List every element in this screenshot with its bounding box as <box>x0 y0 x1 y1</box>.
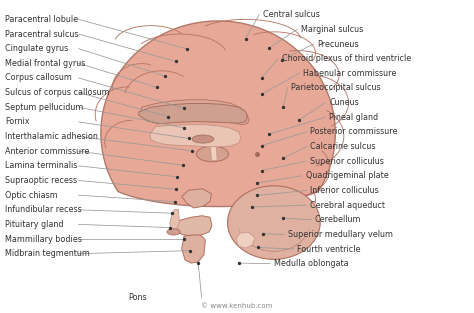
Polygon shape <box>210 146 217 160</box>
Text: Interthalamic adhesion: Interthalamic adhesion <box>5 132 98 141</box>
Polygon shape <box>175 216 212 236</box>
Text: Corpus callosum: Corpus callosum <box>5 74 73 82</box>
Text: Habenular commissure: Habenular commissure <box>303 69 397 78</box>
Ellipse shape <box>196 146 228 162</box>
Text: Superior medullary velum: Superior medullary velum <box>288 230 393 239</box>
Text: Choroid plexus of third ventricle: Choroid plexus of third ventricle <box>282 54 411 63</box>
Text: Quadrigeminal plate: Quadrigeminal plate <box>306 171 388 180</box>
Text: Pineal gland: Pineal gland <box>329 113 378 122</box>
Text: Cerebral aqueduct: Cerebral aqueduct <box>310 201 385 210</box>
Text: Septum pellucidum: Septum pellucidum <box>5 103 84 112</box>
Text: Paracentral sulcus: Paracentral sulcus <box>5 29 79 38</box>
Text: Parietooccipital sulcus: Parietooccipital sulcus <box>292 84 381 92</box>
Polygon shape <box>182 235 205 263</box>
Polygon shape <box>170 209 179 230</box>
Text: Infundibular recess: Infundibular recess <box>5 205 82 214</box>
Text: Sulcus of corpus callosum: Sulcus of corpus callosum <box>5 88 110 97</box>
Polygon shape <box>139 104 247 124</box>
Polygon shape <box>150 125 241 147</box>
Text: Inferior colliculus: Inferior colliculus <box>310 186 379 195</box>
Polygon shape <box>182 189 211 208</box>
Ellipse shape <box>167 229 180 235</box>
Text: Superior colliculus: Superior colliculus <box>310 157 384 166</box>
Text: Marginal sulcus: Marginal sulcus <box>301 25 363 34</box>
Polygon shape <box>228 186 320 259</box>
Text: Pons: Pons <box>128 293 147 302</box>
Text: Central sulcus: Central sulcus <box>263 10 320 19</box>
Polygon shape <box>236 232 255 248</box>
Text: Posterior commissure: Posterior commissure <box>310 127 398 136</box>
Text: Medial frontal gyrus: Medial frontal gyrus <box>5 59 86 68</box>
Text: Medulla oblongata: Medulla oblongata <box>274 259 348 268</box>
Text: Lamina terminalis: Lamina terminalis <box>5 161 78 170</box>
Text: KEN
HUB: KEN HUB <box>417 275 446 303</box>
Text: Paracentral lobule: Paracentral lobule <box>5 15 79 24</box>
Text: Anterior commissure: Anterior commissure <box>5 147 90 156</box>
Text: Optic chiasm: Optic chiasm <box>5 191 58 200</box>
Polygon shape <box>141 100 249 125</box>
Text: © www.kenhub.com: © www.kenhub.com <box>201 303 273 309</box>
Ellipse shape <box>192 135 214 143</box>
Text: Calcarine sulcus: Calcarine sulcus <box>310 142 376 151</box>
Text: Pituitary gland: Pituitary gland <box>5 220 64 229</box>
Text: Fourth ventricle: Fourth ventricle <box>298 244 361 254</box>
Text: Cerebellum: Cerebellum <box>315 215 362 224</box>
Text: Mammillary bodies: Mammillary bodies <box>5 234 82 244</box>
Text: Cingulate gyrus: Cingulate gyrus <box>5 44 69 53</box>
Polygon shape <box>101 21 335 207</box>
Text: Midbrain tegmentum: Midbrain tegmentum <box>5 249 90 258</box>
Text: Cuneus: Cuneus <box>329 98 359 107</box>
Text: Supraoptic recess: Supraoptic recess <box>5 176 78 185</box>
Text: Precuneus: Precuneus <box>318 39 359 49</box>
Text: Fornix: Fornix <box>5 117 30 126</box>
